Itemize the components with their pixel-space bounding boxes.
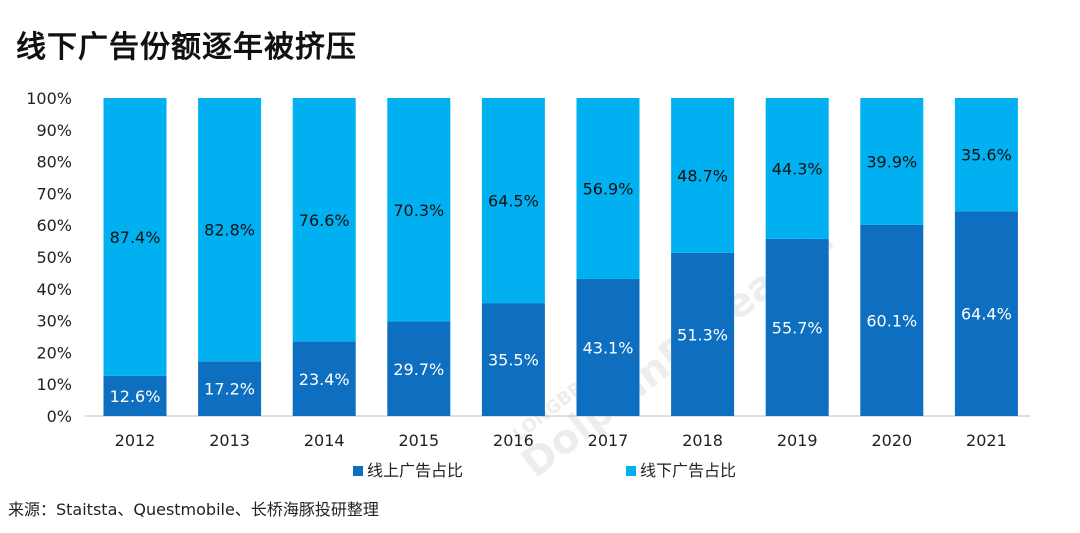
data-label-online: 35.5%: [488, 351, 539, 370]
x-tick-label: 2020: [871, 431, 912, 450]
bar-online-2013: [198, 361, 262, 416]
data-label-offline: 56.9%: [583, 179, 634, 198]
bar-offline-2020: [860, 98, 924, 225]
bar-online-2016: [481, 303, 545, 416]
chart-title: 线下广告份额逐年被挤压: [16, 30, 357, 65]
y-tick-label: 80%: [36, 153, 72, 172]
data-label-online: 60.1%: [866, 311, 917, 330]
data-label-online: 23.4%: [299, 370, 350, 389]
data-label-online: 17.2%: [204, 380, 255, 399]
data-label-offline: 76.6%: [299, 211, 350, 230]
y-tick-label: 0%: [47, 407, 72, 426]
data-label-online: 51.3%: [677, 325, 728, 344]
y-tick-label: 30%: [36, 312, 72, 331]
data-label-offline: 48.7%: [677, 166, 728, 185]
bar-offline-2019: [765, 98, 829, 239]
y-tick-label: 60%: [36, 216, 72, 235]
data-label-offline: 70.3%: [393, 201, 444, 220]
y-tick-label: 100%: [26, 89, 72, 108]
bar-offline-2021: [954, 98, 1018, 212]
bar-online-2021: [954, 211, 1018, 416]
data-label-online: 29.7%: [393, 360, 444, 379]
bar-offline-2015: [387, 98, 451, 322]
bar-online-2019: [765, 238, 829, 416]
data-label-offline: 44.3%: [772, 159, 823, 178]
data-label-online: 55.7%: [772, 318, 823, 337]
bar-offline-2014: [292, 98, 356, 342]
bar-online-2012: [103, 375, 167, 416]
x-tick-label: 2016: [493, 431, 534, 450]
bar-offline-2012: [103, 98, 167, 376]
legend-label: 线上广告占比: [367, 461, 463, 480]
y-tick-label: 70%: [36, 184, 72, 203]
bar-online-2015: [387, 321, 451, 416]
bar-offline-2016: [481, 98, 545, 304]
x-tick-label: 2019: [777, 431, 818, 450]
x-tick-label: 2015: [398, 431, 439, 450]
x-tick-label: 2021: [966, 431, 1007, 450]
x-tick-label: 2018: [682, 431, 723, 450]
legend-swatch: [353, 466, 363, 476]
data-label-offline: 35.6%: [961, 146, 1012, 165]
y-tick-label: 50%: [36, 248, 72, 267]
y-tick-label: 20%: [36, 343, 72, 362]
y-tick-label: 10%: [36, 375, 72, 394]
data-label-offline: 82.8%: [204, 221, 255, 240]
x-tick-label: 2017: [588, 431, 629, 450]
y-tick-label: 90%: [36, 121, 72, 140]
y-tick-label: 40%: [36, 280, 72, 299]
bar-online-2017: [576, 278, 640, 416]
data-label-offline: 39.9%: [866, 152, 917, 171]
x-tick-label: 2014: [304, 431, 345, 450]
data-label-offline: 87.4%: [110, 228, 161, 247]
data-label-online: 64.4%: [961, 305, 1012, 324]
x-tick-label: 2013: [209, 431, 250, 450]
data-label-offline: 64.5%: [488, 192, 539, 211]
x-tick-label: 2012: [115, 431, 156, 450]
legend-swatch: [626, 466, 636, 476]
bar-online-2018: [671, 252, 735, 416]
data-label-online: 43.1%: [583, 338, 634, 357]
data-label-online: 12.6%: [110, 387, 161, 406]
bar-offline-2013: [198, 98, 262, 362]
bar-online-2020: [860, 224, 924, 416]
bar-offline-2018: [671, 98, 735, 253]
legend-label: 线下广告占比: [640, 461, 736, 480]
bar-offline-2017: [576, 98, 640, 279]
source-note: 来源：Staitsta、Questmobile、长桥海豚投研整理: [8, 500, 379, 519]
bar-online-2014: [292, 341, 356, 416]
